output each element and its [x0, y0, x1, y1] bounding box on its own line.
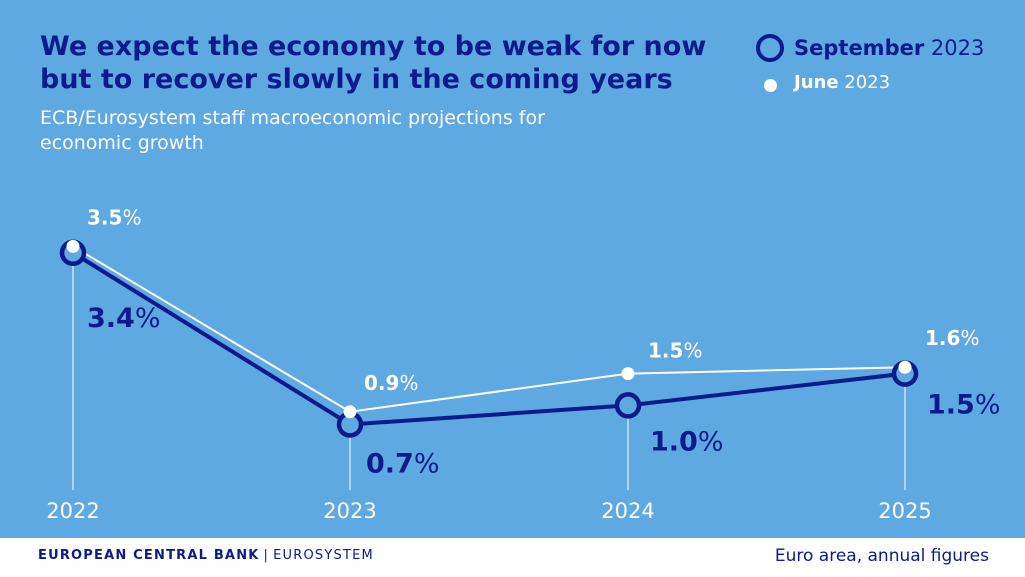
- footer-note: Euro area, annual figures: [774, 546, 989, 566]
- footer-separator: |: [263, 548, 270, 563]
- september-label-2023: 0.7%: [366, 448, 440, 479]
- x-tick-2022: 2022: [46, 499, 99, 523]
- june-point-2024: [621, 367, 635, 381]
- june-series-line: [72, 245, 906, 413]
- june-label-2023: 0.9%: [364, 371, 418, 395]
- september-label-2025: 1.5%: [927, 390, 1001, 421]
- june-label-2024: 1.5%: [648, 339, 702, 363]
- legend-june-year: 2023: [844, 72, 891, 93]
- legend-september-month: September: [794, 36, 925, 60]
- june-marker-icon: [764, 79, 777, 92]
- chart-subtitle: ECB/Eurosystem staff macroeconomic proje…: [40, 107, 545, 154]
- june-point-2025: [898, 360, 912, 374]
- x-tick-2024: 2024: [601, 499, 654, 523]
- footer-brand: EUROPEAN CENTRAL BANK | EUROSYSTEM: [38, 548, 374, 563]
- september-label-2024: 1.0%: [650, 426, 724, 457]
- legend-june-month: June: [794, 72, 839, 93]
- june-label-2022: 3.5%: [87, 205, 141, 229]
- september-series-line: [71, 251, 906, 427]
- september-label-2022: 3.4%: [87, 303, 161, 334]
- chart-title: We expect the economy to be weak for now…: [40, 31, 707, 95]
- footer-sub: EUROSYSTEM: [273, 548, 374, 563]
- chart-panel: We expect the economy to be weak for now…: [0, 0, 1025, 538]
- x-tick-2025: 2025: [878, 499, 931, 523]
- x-tick-2023: 2023: [323, 499, 376, 523]
- line-chart: 2022 2023 2024 2025 3.5% 0.9% 1.5% 1.6% 3.4% 0.7%…: [46, 205, 1001, 523]
- june-point-2022: [66, 239, 80, 253]
- june-point-2023: [343, 405, 357, 419]
- june-label-2025: 1.6%: [925, 326, 979, 350]
- legend-september-year: 2023: [930, 36, 985, 60]
- september-point-2024: [614, 392, 642, 419]
- september-marker-icon: [756, 34, 784, 62]
- footer-org: EUROPEAN CENTRAL BANK: [38, 548, 260, 563]
